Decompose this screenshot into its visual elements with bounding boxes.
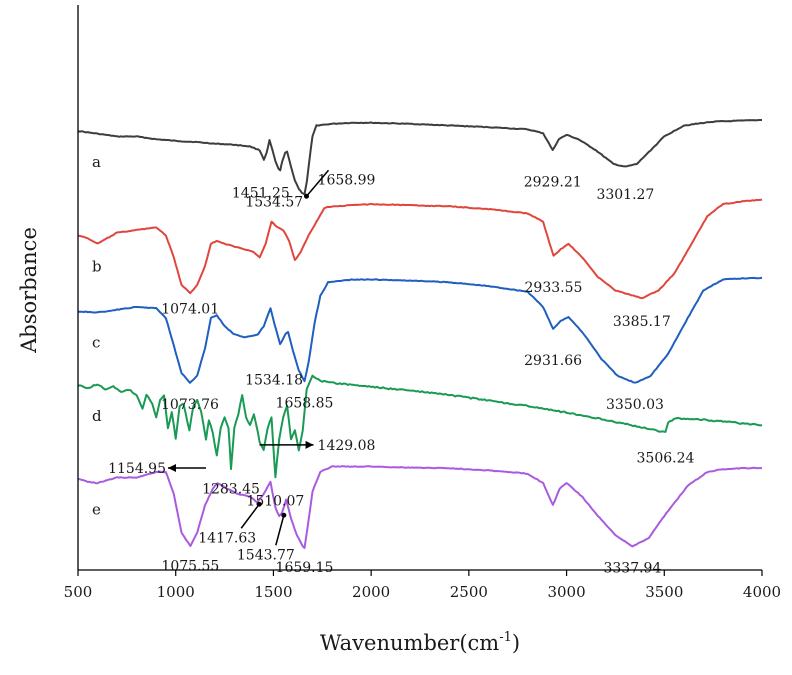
- peak-annotation: 3337.94: [603, 560, 661, 576]
- series-label-b: b: [92, 258, 102, 276]
- peak-annotation: 1451.25: [232, 186, 290, 202]
- x-tick-label: 3000: [547, 583, 585, 601]
- peak-annotation: 3350.03: [606, 397, 664, 413]
- peak-annotation: 2933.55: [525, 280, 583, 296]
- y-axis-title: Absorbance: [17, 227, 41, 354]
- peak-annotation: 3385.17: [613, 314, 671, 330]
- series-label-a: a: [92, 153, 101, 171]
- peak-annotation: 1543.77: [237, 547, 295, 563]
- peak-annotation: 1510.07: [246, 494, 304, 510]
- peak-annotation: 1073.76: [161, 397, 219, 413]
- series-label-layer: a b c d e: [92, 153, 102, 519]
- annotation-arrow: [305, 169, 330, 197]
- x-axis-title-sup: -1: [499, 630, 512, 645]
- x-axis-title-main: Wavenumber(cm: [320, 631, 499, 655]
- series-line-a: [77, 119, 762, 196]
- peak-annotation: 1658.99: [318, 172, 376, 188]
- x-tick-label: 4000: [743, 583, 781, 601]
- x-axis-title: Wavenumber(cm-1): [320, 630, 520, 655]
- annotation-arrowhead: [281, 512, 287, 518]
- x-tick-label: 3500: [645, 583, 683, 601]
- peak-annotation: 1283.45: [202, 481, 260, 497]
- series-label-e: e: [92, 501, 101, 519]
- annotation-arrowhead: [305, 440, 314, 449]
- peak-annotation: 1659.15: [276, 560, 334, 576]
- peak-annotation: 1154.95: [108, 461, 166, 477]
- series-line-e: [77, 465, 762, 549]
- peak-annotation: 2929.21: [524, 174, 582, 190]
- annotation-arrow: [275, 515, 285, 546]
- x-tick-label: 1500: [254, 583, 292, 601]
- series-label-d: d: [92, 407, 102, 425]
- peak-annotation: 1429.08: [318, 438, 376, 454]
- peak-annotation: 3301.27: [596, 187, 654, 203]
- peak-annotation: 1417.63: [198, 530, 256, 546]
- annotation-arrowhead: [168, 464, 177, 472]
- peak-annotation: 1534.57: [245, 195, 303, 211]
- x-tick-label: 1000: [157, 583, 195, 601]
- series-layer: [77, 119, 763, 549]
- peak-annotation: 1075.55: [161, 558, 219, 574]
- annotation-arrow: [240, 503, 260, 529]
- series-line-b: [77, 198, 763, 300]
- x-tick-label: 2000: [352, 583, 390, 601]
- x-axis-title-end: ): [512, 631, 520, 655]
- peak-annotation: 3506.24: [637, 450, 695, 466]
- peak-annotation: 1658.85: [276, 395, 334, 411]
- x-tick-layer: 500 1000 1500 2000 2500 3000 3500 4000: [64, 570, 781, 601]
- x-tick-label: 2500: [450, 583, 488, 601]
- annotation-arrowhead: [304, 193, 310, 199]
- x-tick-label: 500: [64, 583, 93, 601]
- annotation-arrowhead: [256, 501, 262, 507]
- peak-annotation: 1074.01: [161, 301, 219, 317]
- series-line-c: [78, 276, 763, 384]
- series-label-c: c: [92, 333, 100, 351]
- series-line-d: [77, 374, 763, 479]
- peak-annotation: 2931.66: [524, 353, 582, 369]
- peak-annotation: 1534.18: [245, 372, 303, 388]
